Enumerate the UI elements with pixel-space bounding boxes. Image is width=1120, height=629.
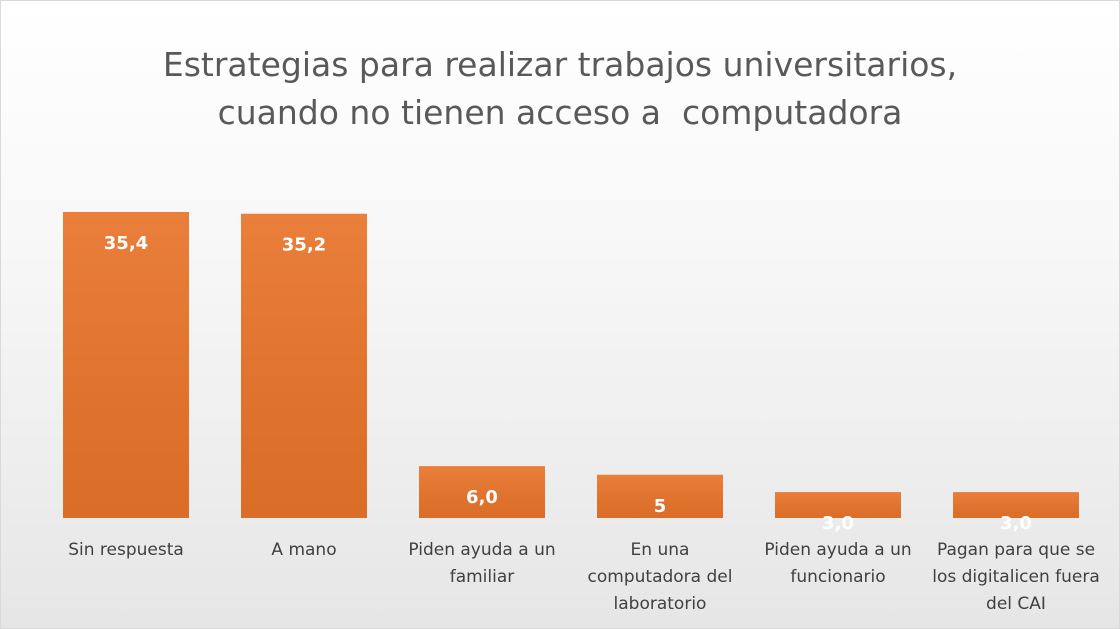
bar-shade [775, 492, 901, 518]
value-label: 35,2 [282, 235, 326, 256]
value-label: 35,4 [104, 233, 148, 254]
bar-shade [241, 213, 367, 518]
x-tick-label: En una computadora del laboratorio [587, 540, 733, 614]
x-tick-label: Piden ayuda a un familiar [408, 540, 556, 587]
x-tick-label: Pagan para que se los digitalicen fuera … [932, 540, 1100, 614]
bar-shade [597, 474, 723, 518]
value-label: 3,0 [822, 513, 854, 534]
x-tick-label: A mano [271, 540, 337, 560]
chart-title: Estrategias para realizar trabajos unive… [162, 45, 958, 132]
x-tick-label: Sin respuesta [68, 540, 184, 560]
value-label: 5 [654, 496, 667, 517]
value-label: 3,0 [1000, 513, 1032, 534]
x-tick-label: Piden ayuda a un funcionario [764, 540, 912, 587]
bar-shade [419, 466, 545, 518]
bar-shade [953, 492, 1079, 518]
bar-shade [63, 212, 189, 518]
value-label: 6,0 [466, 487, 498, 508]
